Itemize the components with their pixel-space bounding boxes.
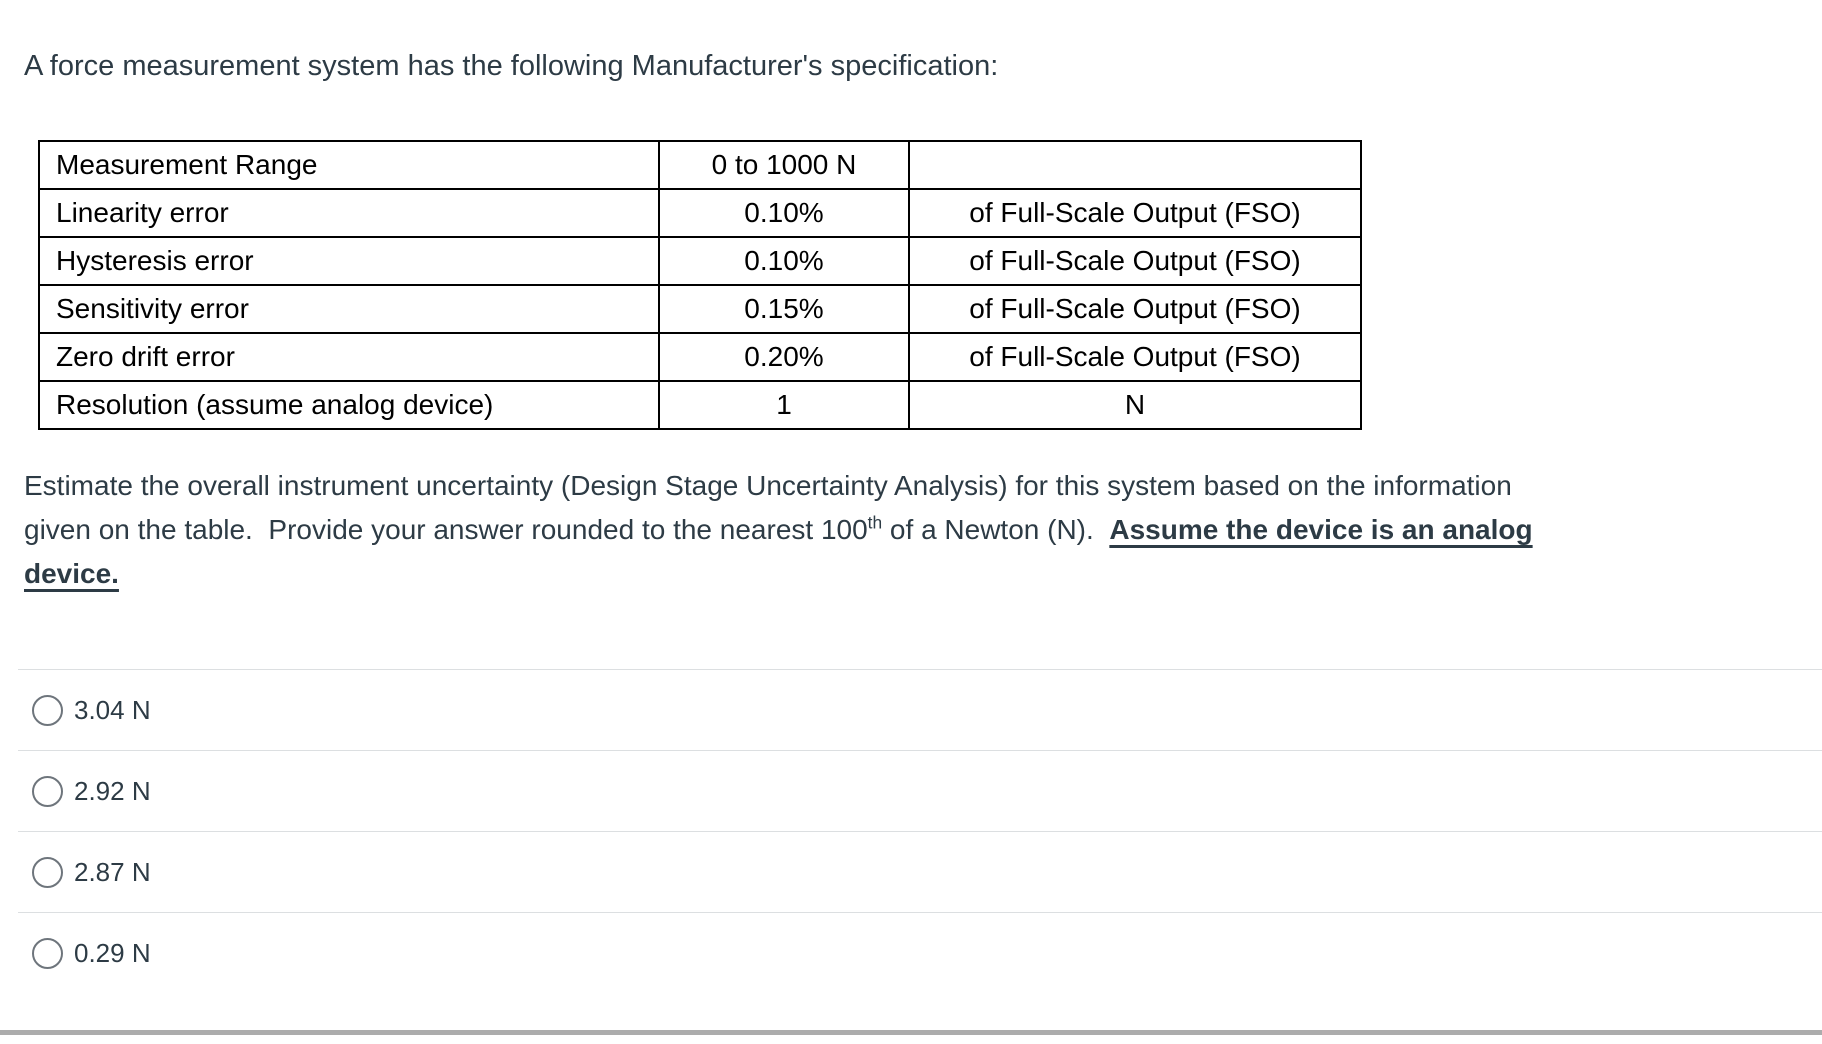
radio-button[interactable] [32, 938, 63, 969]
question-body-line3: device. [24, 552, 1533, 596]
table-row: Measurement Range 0 to 1000 N [38, 140, 1362, 190]
answer-option-label[interactable]: 2.87 N [74, 856, 151, 887]
spec-value: 0.10% [658, 188, 910, 238]
spec-unit: N [908, 380, 1362, 430]
spec-label: Resolution (assume analog device) [38, 380, 660, 430]
answer-options-list: 3.04 N 2.92 N 2.87 N 0.29 N [18, 669, 1822, 994]
spec-unit: of Full-Scale Output (FSO) [908, 332, 1362, 382]
answer-option-label[interactable]: 3.04 N [74, 694, 151, 725]
spec-label: Hysteresis error [38, 236, 660, 286]
manufacturer-spec-table: Measurement Range 0 to 1000 N Linearity … [38, 140, 1362, 430]
answer-option-3[interactable]: 2.87 N [18, 832, 1822, 913]
question-bottom-divider [0, 1030, 1822, 1035]
spec-value: 0.20% [658, 332, 910, 382]
spec-value: 1 [658, 380, 910, 430]
answer-option-1[interactable]: 3.04 N [18, 670, 1822, 751]
superscript-th: th [867, 512, 883, 533]
question-body-line1: Estimate the overall instrument uncertai… [24, 470, 1512, 501]
spec-label: Linearity error [38, 188, 660, 238]
question-body-line2: given on the table. Provide your answer … [24, 512, 1533, 545]
spec-label: Zero drift error [38, 332, 660, 382]
spec-unit: of Full-Scale Output (FSO) [908, 236, 1362, 286]
radio-button[interactable] [32, 694, 63, 726]
spec-unit [908, 140, 1362, 190]
radio-button[interactable] [32, 775, 63, 807]
table-row: Zero drift error 0.20% of Full-Scale Out… [38, 332, 1362, 382]
spec-value: 0.10% [658, 236, 910, 286]
spec-value: 0 to 1000 N [658, 140, 910, 190]
answer-option-label[interactable]: 2.92 N [74, 775, 151, 806]
spec-unit: of Full-Scale Output (FSO) [908, 188, 1362, 238]
spec-label: Sensitivity error [38, 284, 660, 334]
table-row: Sensitivity error 0.15% of Full-Scale Ou… [38, 284, 1362, 334]
question-body: Estimate the overall instrument uncertai… [24, 464, 1533, 596]
radio-button[interactable] [32, 856, 63, 888]
answer-option-4[interactable]: 0.29 N [18, 913, 1822, 994]
spec-label: Measurement Range [38, 140, 660, 190]
table-row: Linearity error 0.10% of Full-Scale Outp… [38, 188, 1362, 238]
answer-option-2[interactable]: 2.92 N [18, 751, 1822, 832]
emphasized-instruction: Assume the device is an analog [1109, 514, 1533, 545]
spec-value: 0.15% [658, 284, 910, 334]
question-title: A force measurement system has the follo… [24, 50, 999, 82]
emphasized-instruction: device. [24, 558, 119, 589]
table-row: Resolution (assume analog device) 1 N [38, 380, 1362, 430]
answer-option-label[interactable]: 0.29 N [74, 938, 151, 968]
spec-unit: of Full-Scale Output (FSO) [908, 284, 1362, 334]
table-row: Hysteresis error 0.10% of Full-Scale Out… [38, 236, 1362, 286]
